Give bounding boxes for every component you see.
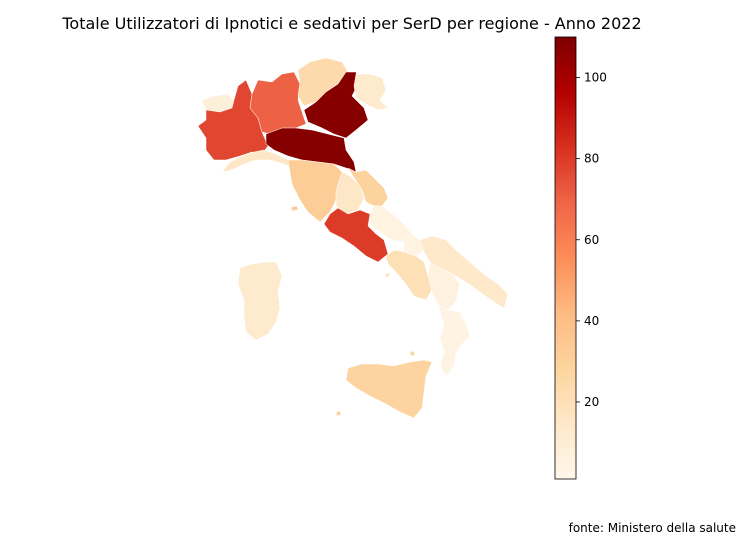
source-note: fonte: Ministero della salute — [569, 521, 736, 535]
chart-title: Totale Utilizzatori di Ipnotici e sedati… — [61, 14, 641, 33]
region-friuli-venezia-giulia — [353, 73, 389, 111]
colorbar-tick-label: 80 — [584, 152, 599, 166]
colorbar-tick-label: 60 — [584, 233, 599, 247]
region-lombardia — [249, 71, 307, 135]
region-lazio — [323, 207, 389, 263]
region-basilicata — [427, 261, 461, 311]
island-elba — [290, 205, 299, 212]
island-capri-ischia — [384, 272, 391, 278]
region-veneto — [303, 71, 369, 139]
region-sicilia — [345, 359, 433, 419]
colorbar-ticks: 20 40 60 80 100 — [576, 71, 607, 409]
island-eolie — [409, 350, 416, 357]
region-marche — [347, 167, 389, 207]
colorbar: 20 40 60 80 100 — [554, 36, 607, 480]
region-campania — [385, 249, 433, 301]
colorbar-gradient — [554, 36, 577, 480]
region-umbria — [335, 171, 365, 215]
region-piemonte — [197, 79, 269, 161]
colorbar-tick-label: 100 — [584, 71, 607, 85]
island-pantelleria — [335, 410, 342, 417]
italy-regions-map — [197, 57, 509, 419]
region-sardegna — [237, 261, 283, 341]
colorbar-tick-label: 20 — [584, 395, 599, 409]
region-calabria — [437, 303, 471, 377]
colorbar-tick-label: 40 — [584, 314, 599, 328]
